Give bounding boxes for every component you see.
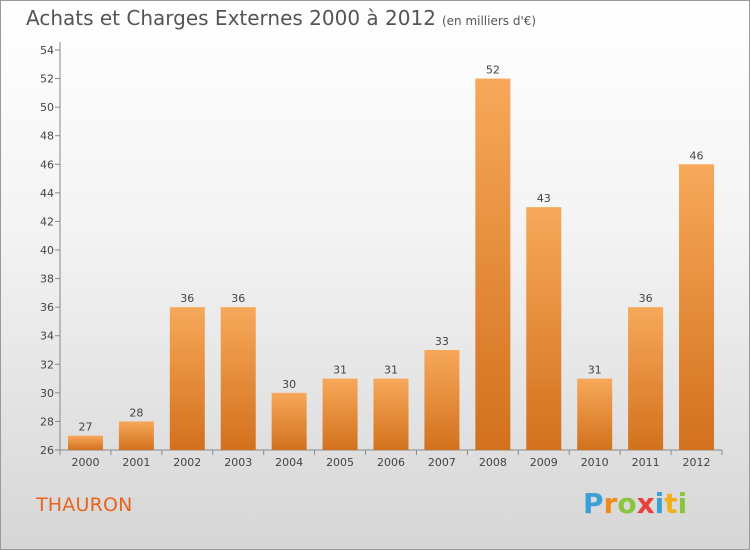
bar [118,421,154,450]
bar [577,378,613,450]
bar [526,207,562,450]
y-tick-label: 50 [40,101,54,114]
data-label: 31 [588,364,602,377]
data-label: 31 [384,364,398,377]
bar [322,378,358,450]
data-label: 31 [333,364,347,377]
bar [373,378,409,450]
x-tick-label: 2006 [377,456,405,469]
x-tick-label: 2004 [275,456,303,469]
y-tick-label: 26 [40,444,54,457]
bar [628,307,664,450]
x-tick-label: 2002 [173,456,201,469]
data-label: 43 [537,192,551,205]
x-tick-label: 2011 [632,456,660,469]
bar [679,164,715,451]
data-label: 46 [690,149,704,162]
chart-subtitle: (en milliers d'€) [441,14,537,28]
y-tick-label: 42 [40,215,54,228]
x-tick-label: 2007 [428,456,456,469]
bar [169,307,205,450]
data-label: 27 [78,421,92,434]
commune-name: THAURON [36,494,133,516]
x-tick-label: 2001 [122,456,150,469]
data-label: 52 [486,64,500,77]
y-tick-label: 30 [40,387,54,400]
y-tick-label: 28 [40,415,54,428]
x-tick-label: 2003 [224,456,252,469]
data-label: 36 [639,292,653,305]
x-tick-label: 2008 [479,456,507,469]
y-tick-label: 34 [40,330,54,343]
bar [424,350,460,450]
data-label: 36 [231,292,245,305]
y-tick-label: 36 [40,301,54,314]
x-tick-label: 2000 [71,456,99,469]
bar [220,307,256,450]
y-tick-label: 48 [40,130,54,143]
x-tick-label: 2009 [530,456,558,469]
bar [67,435,103,450]
bar [271,392,307,450]
chart-title: Achats et Charges Externes 2000 à 2012 (e… [26,6,536,30]
x-tick-label: 2005 [326,456,354,469]
y-tick-label: 52 [40,73,54,86]
chart-bars: 27 28 36 36 30 31 31 33 52 43 31 36 46 [67,64,715,451]
data-label: 33 [435,335,449,348]
y-tick-label: 44 [40,187,54,200]
y-tick-label: 32 [40,358,54,371]
data-label: 36 [180,292,194,305]
x-tick-label: 2012 [683,456,711,469]
y-tick-label: 54 [40,44,54,57]
y-tick-label: 46 [40,158,54,171]
y-tick-label: 40 [40,244,54,257]
bar [475,78,511,451]
x-tick-label: 2010 [581,456,609,469]
y-tick-label: 38 [40,273,54,286]
chart-title-text: Achats et Charges Externes 2000 à 2012 [26,6,436,30]
data-label: 28 [129,406,143,419]
proxiti-logo: Proxiti [583,487,688,520]
data-label: 30 [282,378,296,391]
